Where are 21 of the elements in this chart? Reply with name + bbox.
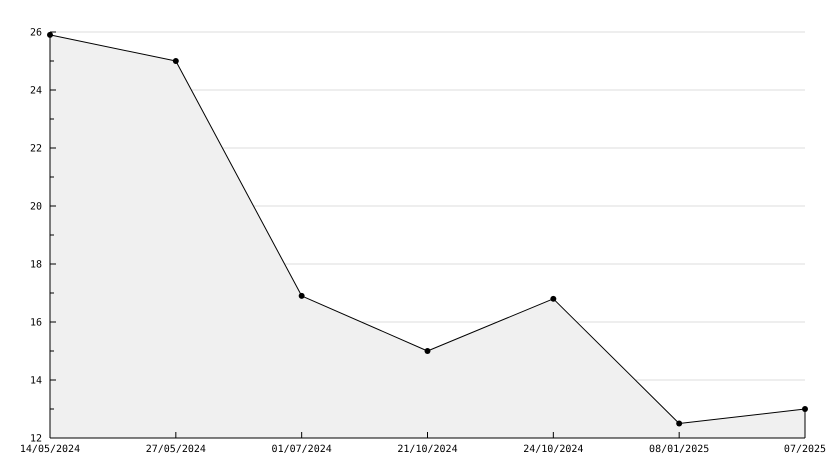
point: [802, 406, 808, 412]
y-tick-label: 22: [30, 144, 42, 154]
x-tick-label: 14/05/2024: [20, 444, 80, 455]
point: [298, 292, 305, 299]
y-tick-label: 14: [30, 376, 42, 386]
y-tick-label: 16: [30, 318, 42, 328]
y-tick-label: 20: [30, 202, 42, 212]
point: [172, 58, 179, 64]
x-tick-label: 07/2025: [784, 444, 826, 455]
y-tick-label: 24: [30, 86, 42, 96]
x-tick-label: 21/10/2024: [397, 444, 458, 455]
y-tick-label: 26: [30, 28, 42, 38]
x-tick-label: 01/07/2024: [272, 444, 332, 455]
x-tick-label: 08/01/2025: [649, 444, 710, 455]
y-tick-label: 12: [30, 434, 42, 444]
point: [550, 296, 556, 302]
y-tick-label: 18: [30, 260, 42, 270]
x-tick-label: 24/10/2024: [523, 444, 584, 455]
x-tick-label: 27/05/2024: [146, 444, 206, 455]
point: [424, 348, 430, 354]
point: [676, 420, 682, 426]
